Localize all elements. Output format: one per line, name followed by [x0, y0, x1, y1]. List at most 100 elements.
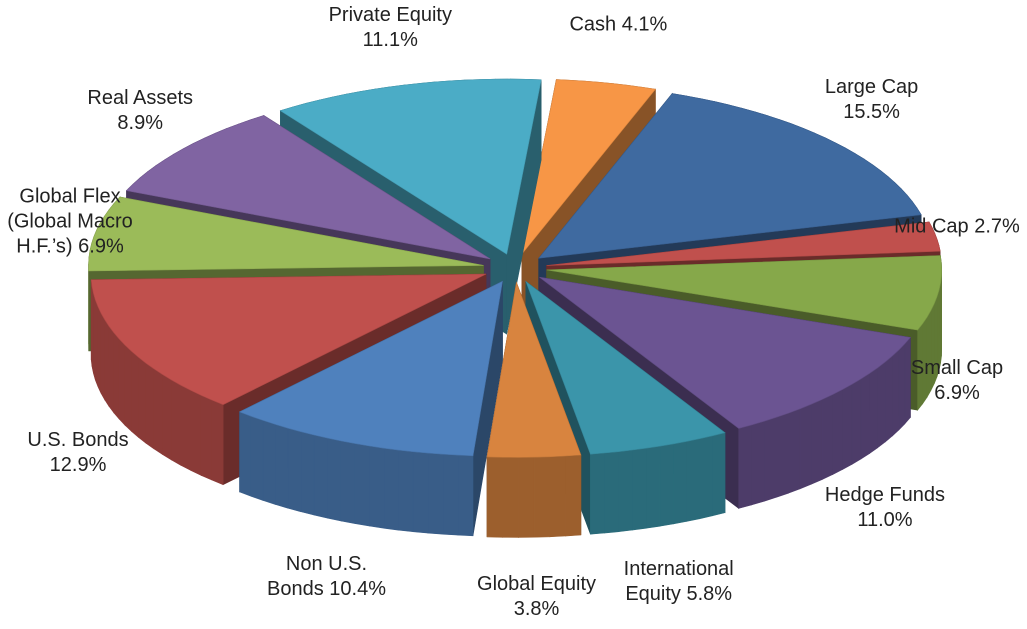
data-label: Private Equity 11.1% [325, 3, 455, 53]
data-label: International Equity 5.8% [614, 557, 744, 607]
data-label: Large Cap 15.5% [807, 75, 937, 125]
slice-side [712, 432, 726, 517]
slice-top [279, 78, 542, 255]
slice-side [590, 452, 605, 535]
slice-side [287, 427, 302, 513]
slice-side [799, 403, 812, 490]
slice-top [486, 281, 582, 458]
slice-side [486, 456, 503, 538]
slice-top [90, 273, 487, 406]
slice-side [442, 453, 459, 536]
data-label: Real Assets 8.9% [75, 86, 205, 136]
slice-side [604, 451, 619, 534]
slice-side [738, 424, 752, 509]
slice-side [190, 389, 202, 476]
slice-side [686, 438, 700, 522]
slice-side [851, 378, 862, 465]
slice-side [860, 372, 870, 460]
slice-side [776, 412, 789, 498]
category-label: Global Equity [477, 572, 597, 595]
slice-side [124, 344, 132, 432]
slice-top [238, 280, 503, 457]
slice-side [104, 318, 110, 408]
slice-side [313, 434, 328, 519]
slice-side [327, 437, 342, 522]
slice-top [546, 255, 943, 331]
slice-side [383, 447, 399, 531]
slice-side [354, 443, 370, 527]
slice-top [125, 115, 491, 260]
category-label: International Equity [623, 557, 734, 605]
data-label: Small Cap 6.9% [892, 356, 1022, 406]
slice-side [788, 408, 801, 494]
data-label: Non U.S. Bonds 10.4% [262, 552, 392, 602]
value-label: 3.8% [513, 597, 560, 620]
slice [486, 281, 582, 538]
slice-side [200, 394, 213, 481]
slice-side [618, 449, 633, 533]
slice-side [180, 384, 192, 471]
slice-side [412, 451, 429, 534]
slice-side [502, 456, 519, 538]
value-label: 4.1% [621, 13, 668, 36]
slice-side [632, 447, 647, 531]
category-label: Large Cap [824, 76, 919, 99]
category-label: Global Flex (Global Macro H.F.’s) [7, 185, 133, 258]
value-label: 11.0% [857, 508, 913, 531]
category-label: Private Equity [328, 3, 452, 26]
category-label: Hedge Funds [824, 483, 945, 506]
data-label: Cash 4.1% [553, 13, 683, 38]
data-label: Global Flex (Global Macro H.F.’s) 6.9% [5, 185, 135, 260]
slice-side [659, 443, 674, 527]
data-label: Mid Cap 2.7% [892, 214, 1022, 239]
slice-side [877, 361, 886, 449]
slice-top [546, 221, 941, 266]
category-label: Small Cap [910, 357, 1004, 380]
value-label: 12.9% [49, 454, 107, 477]
slice-side [549, 455, 566, 538]
slice-side [398, 449, 414, 533]
value-label: 2.7% [974, 215, 1020, 238]
slice-side [821, 394, 833, 480]
slice [238, 280, 503, 537]
slice-side [171, 379, 182, 466]
slice-side [275, 423, 289, 509]
slice-side [113, 331, 120, 420]
slice-top [88, 196, 484, 272]
category-label: Mid Cap [894, 215, 969, 238]
slice-side [565, 454, 582, 537]
value-label: 8.9% [117, 112, 163, 135]
category-label: Non U.S. Bonds [267, 552, 368, 600]
slice-side [211, 399, 224, 486]
slice-top [539, 276, 911, 429]
slice-side [340, 440, 356, 524]
data-label: Hedge Funds 11.0% [820, 483, 950, 533]
slice-side [162, 373, 172, 461]
value-label: 15.5% [843, 101, 900, 124]
slice-side [153, 368, 163, 456]
slice-top [521, 79, 656, 255]
slice-side [533, 456, 551, 538]
data-label: Global Equity 3.8% [472, 572, 602, 622]
slice-side [751, 420, 765, 506]
data-label: U.S. Bonds 12.9% [13, 428, 143, 478]
value-label: 11.1% [362, 28, 418, 51]
slice-side [95, 299, 99, 387]
slice-side [673, 441, 687, 525]
value-label: 5.8% [686, 582, 733, 605]
slice-side [869, 367, 878, 454]
value-label: 6.9% [934, 382, 980, 405]
slice-side [145, 362, 155, 450]
slice-side [262, 419, 276, 505]
slice-side [811, 399, 823, 485]
slice-side [131, 350, 139, 438]
slice-side [108, 325, 114, 414]
slice-side [97, 306, 102, 394]
slice-side [100, 312, 105, 401]
slice-top [525, 280, 726, 455]
value-label: 6.9% [78, 235, 124, 258]
slice-side [427, 452, 444, 535]
slice-side [764, 416, 777, 502]
